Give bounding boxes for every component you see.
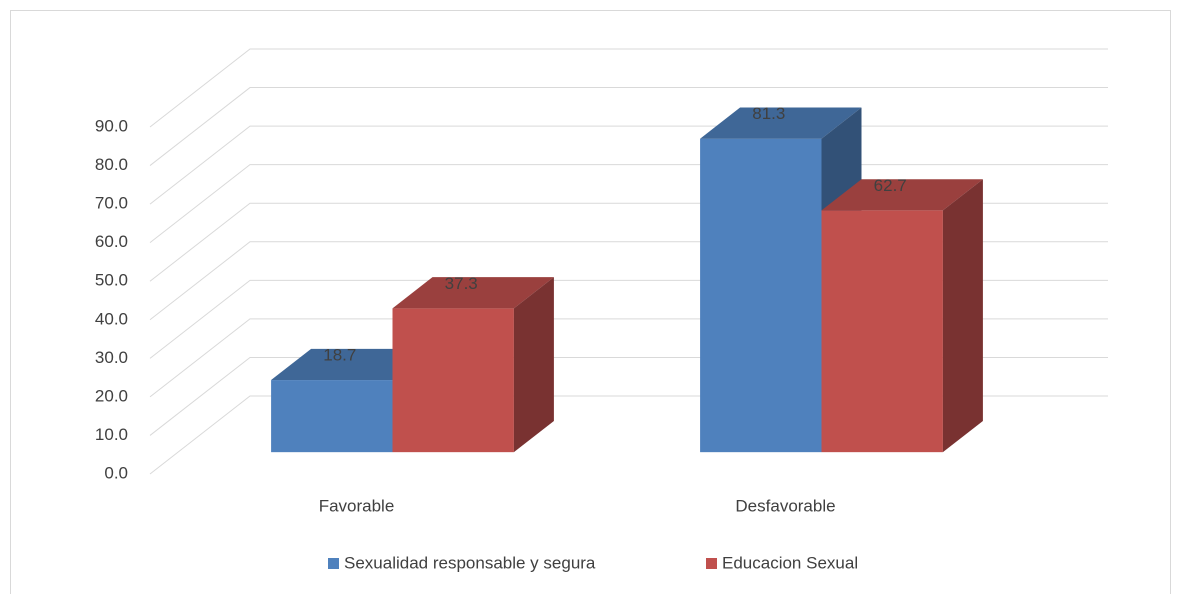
y-tick-label: 80.0 [95,155,128,174]
bar-side [513,277,554,453]
legend-label: Sexualidad responsable y segura [344,553,596,572]
bar-top [392,277,554,309]
bar [821,210,943,453]
y-tick-label: 90.0 [95,116,128,135]
legend-swatch [706,558,717,569]
data-label: 37.3 [445,274,478,293]
grid-line [149,48,1108,128]
bar-top [700,107,862,139]
data-label: 18.7 [323,346,356,365]
bar [271,380,393,453]
bar [392,308,514,453]
x-tick-label: Favorable [319,496,395,515]
chart-border [10,10,1171,594]
y-tick-label: 50.0 [95,271,128,290]
y-tick-label: 30.0 [95,348,128,367]
y-tick-label: 60.0 [95,232,128,251]
legend-swatch [328,558,339,569]
bar-top [821,179,983,211]
y-tick-label: 40.0 [95,309,128,328]
bar-top [271,348,433,381]
bar-side [942,179,983,453]
y-tick-label: 70.0 [95,194,128,213]
data-label: 62.7 [874,176,907,195]
bar [700,138,822,453]
y-tick-label: 20.0 [95,386,128,405]
y-tick-label: 10.0 [95,425,128,444]
legend-label: Educacion Sexual [722,553,858,572]
x-tick-label: Desfavorable [735,496,835,515]
y-tick-label: 0.0 [104,463,128,482]
data-label: 81.3 [752,104,785,123]
grid-line [149,87,1108,166]
